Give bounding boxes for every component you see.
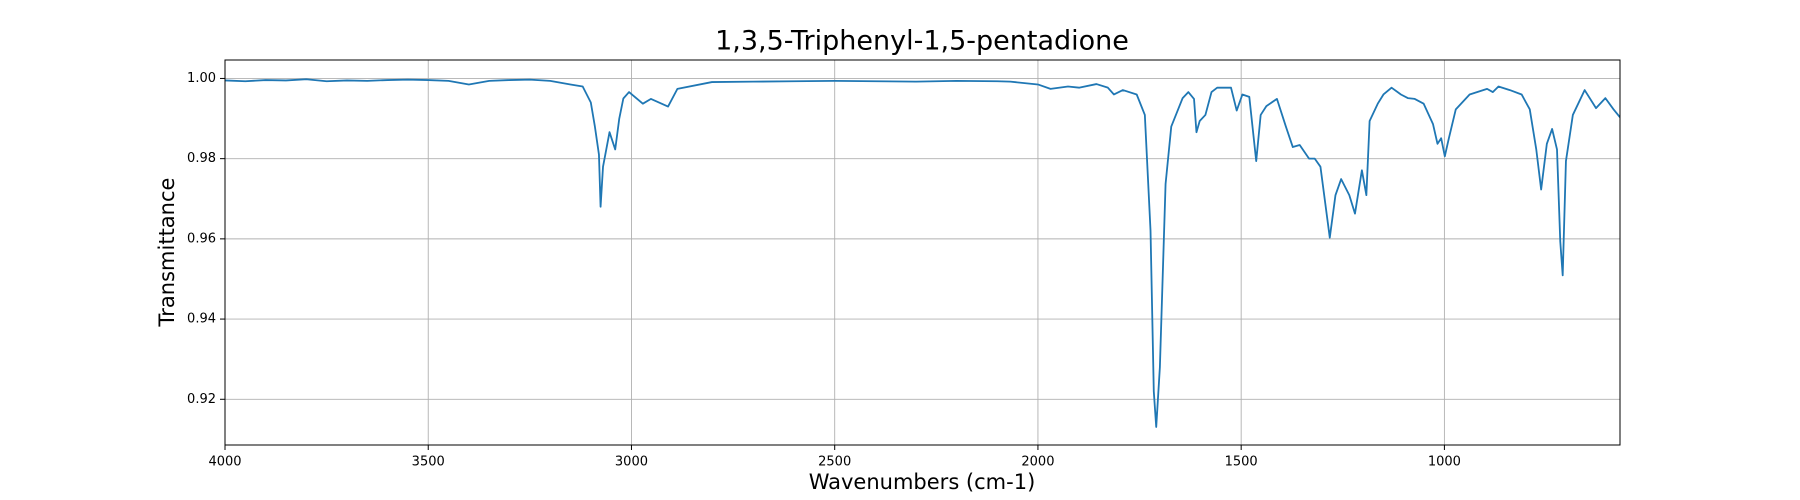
y-tick-label: 0.96 bbox=[187, 231, 216, 246]
y-tick-label: 0.94 bbox=[187, 312, 216, 327]
plot-area bbox=[225, 78, 1620, 428]
y-tick-label: 0.98 bbox=[187, 151, 216, 166]
chart-title: 1,3,5-Triphenyl-1,5-pentadione bbox=[715, 26, 1129, 57]
x-axis-label: Wavenumbers (cm-1) bbox=[809, 470, 1036, 494]
x-tick-label: 3500 bbox=[412, 455, 445, 470]
x-tick-label: 4000 bbox=[208, 455, 241, 470]
x-tick-label: 1500 bbox=[1225, 455, 1258, 470]
spectrum-line bbox=[225, 78, 1620, 428]
x-tick-label: 2000 bbox=[1021, 455, 1054, 470]
x-tick-label: 3000 bbox=[615, 455, 648, 470]
x-tick-label: 2500 bbox=[818, 455, 851, 470]
grid bbox=[224, 60, 1620, 445]
y-axis-label: Transmittance bbox=[155, 178, 179, 328]
y-tick-label: 1.00 bbox=[187, 71, 216, 86]
x-tick-label: 1000 bbox=[1428, 455, 1461, 470]
y-tick-label: 0.92 bbox=[187, 392, 216, 407]
plot-frame bbox=[224, 59, 1621, 446]
